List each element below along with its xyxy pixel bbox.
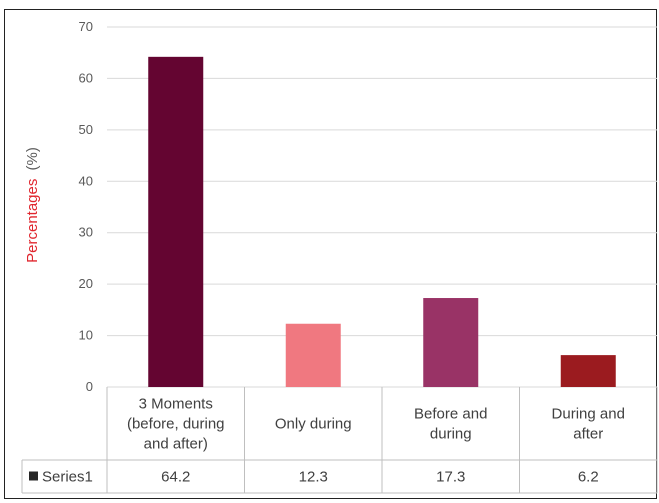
y-tick-label: 10 [79, 328, 93, 343]
x-category-label: 3 Moments (before, during and after) [127, 396, 225, 453]
bars [148, 56, 616, 387]
y-axis-label: Percentages (%) [24, 147, 41, 263]
y-tick-label: 30 [79, 225, 93, 240]
bar [560, 355, 616, 387]
y-tick-label: 20 [79, 276, 93, 291]
y-tick-label: 50 [79, 122, 93, 137]
x-category-label: Before and during [414, 406, 487, 443]
legend-marker [29, 471, 38, 481]
data-label: 17.3 [436, 469, 465, 486]
x-category-label: Only during [275, 416, 352, 433]
data-label: 12.3 [299, 469, 328, 486]
data-label: 6.2 [578, 469, 599, 486]
y-axis-label-text: Percentages [24, 179, 41, 263]
bar [423, 298, 479, 387]
series-name: Series1 [42, 469, 93, 486]
y-tick-label: 40 [79, 173, 93, 188]
data-label: 64.2 [161, 469, 190, 486]
y-axis-label-unit: (%) [24, 147, 41, 170]
y-axis-tick-labels: 0 10 20 30 40 50 60 70 [79, 19, 93, 394]
y-tick-label: 0 [86, 379, 93, 394]
y-tick-label: 60 [79, 70, 93, 85]
bar [285, 323, 341, 387]
y-tick-label: 70 [79, 19, 93, 34]
data-table: 3 Moments (before, during and after) Only d… [21, 387, 658, 494]
bar [148, 56, 204, 387]
x-category-label: During and after [552, 406, 625, 443]
chart-frame [4, 9, 657, 499]
